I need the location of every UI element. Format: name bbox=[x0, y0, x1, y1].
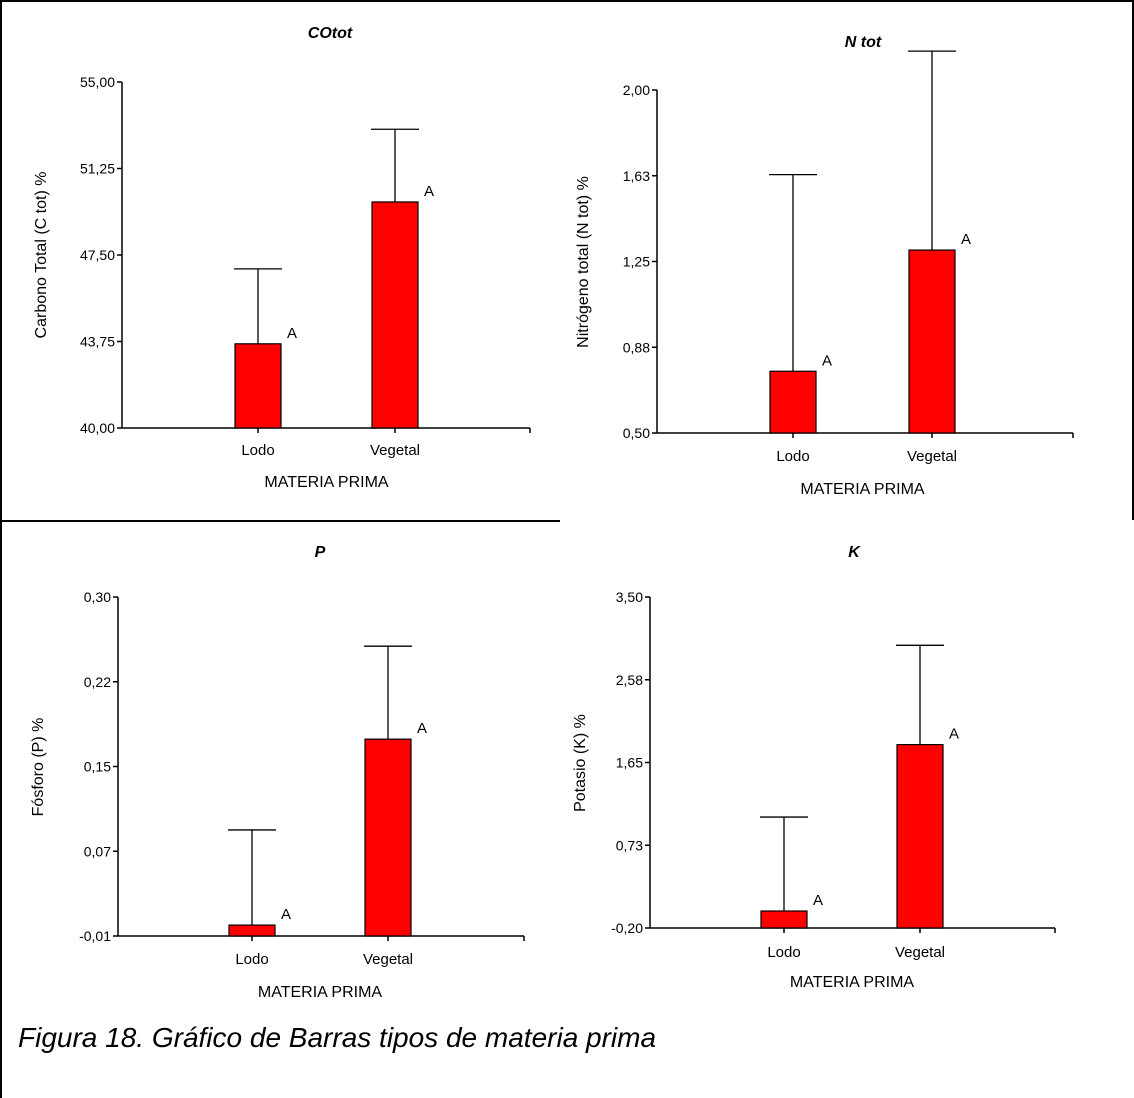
y-tick-label: 40,00 bbox=[80, 420, 115, 436]
x-axis-label: MATERIA PRIMA bbox=[790, 974, 914, 991]
y-tick-label: 2,00 bbox=[623, 82, 650, 98]
chart-n-tot: N tot 0,50 0,88 1,25 1,63 2,00 A Lodo A Vegetal MA… bbox=[575, 34, 1074, 498]
data-label: A bbox=[813, 892, 823, 909]
y-tick-label: 2,58 bbox=[616, 672, 643, 688]
chart-panel-n-tot: N tot 0,50 0,88 1,25 1,63 2,00 A Lodo A Vegetal MA… bbox=[560, 0, 1134, 520]
x-tick-label: Lodo bbox=[767, 944, 800, 961]
chart-p: P -0,01 0,07 0,15 0,22 0,30 A Lodo A Vegetal MATER… bbox=[30, 544, 525, 1001]
frame-right-border bbox=[1132, 0, 1134, 520]
data-label: A bbox=[961, 231, 971, 248]
chart-panel-k: K -0,20 0,73 1,65 2,58 3,50 A Lodo A Vegetal MATER… bbox=[560, 520, 1134, 1010]
y-tick-label: 47,50 bbox=[80, 247, 115, 263]
y-tick-label: 51,25 bbox=[80, 161, 115, 177]
x-tick-label: Lodo bbox=[235, 951, 268, 968]
x-tick-label: Vegetal bbox=[907, 448, 957, 465]
x-tick-label: Vegetal bbox=[895, 944, 945, 961]
frame-middle-divider bbox=[0, 520, 560, 522]
y-tick-label: 0,30 bbox=[84, 589, 111, 605]
y-tick-label: 0,15 bbox=[84, 759, 111, 775]
chart-title: N tot bbox=[845, 34, 882, 51]
y-tick-label: 0,88 bbox=[623, 339, 650, 355]
bar-lodo bbox=[228, 924, 276, 937]
y-axis-label: Fósforo (P) % bbox=[30, 718, 47, 817]
y-tick-label: -0,20 bbox=[611, 920, 643, 936]
chart-panel-p: P -0,01 0,07 0,15 0,22 0,30 A Lodo A Vegetal MATER… bbox=[0, 520, 560, 1010]
y-tick-label: 0,22 bbox=[84, 674, 111, 690]
y-axis-label: Carbono Total (C tot) % bbox=[33, 172, 50, 339]
data-label: A bbox=[424, 183, 434, 200]
x-axis-label: MATERIA PRIMA bbox=[800, 481, 924, 498]
x-tick-label: Vegetal bbox=[370, 442, 420, 459]
chart-panel-c-tot: COtot 40,00 43,75 47,50 51,25 55,00 A Lodo A Vege… bbox=[0, 0, 560, 520]
bar-vegetal bbox=[896, 744, 944, 929]
data-label: A bbox=[822, 352, 832, 369]
chart-k: K -0,20 0,73 1,65 2,58 3,50 A Lodo A Vegetal MATER… bbox=[572, 544, 1056, 991]
x-axis-label: MATERIA PRIMA bbox=[258, 984, 382, 1001]
x-tick-label: Vegetal bbox=[363, 951, 413, 968]
y-tick-label: 43,75 bbox=[80, 334, 115, 350]
data-label: A bbox=[417, 720, 427, 737]
x-axis-label: MATERIA PRIMA bbox=[264, 474, 388, 491]
bar-lodo bbox=[769, 370, 817, 434]
frame-top-border bbox=[0, 0, 1134, 2]
x-tick-label: Lodo bbox=[241, 442, 274, 459]
chart-title: COtot bbox=[308, 25, 353, 42]
bar-lodo bbox=[234, 343, 282, 429]
data-label: A bbox=[949, 726, 959, 743]
chart-title: K bbox=[848, 544, 861, 561]
y-tick-label: 0,50 bbox=[623, 425, 650, 441]
y-axis-label: Nitrógeno total (N tot) % bbox=[575, 176, 592, 348]
frame-left-border bbox=[0, 0, 2, 1098]
data-label: A bbox=[281, 906, 291, 923]
y-tick-label: 0,73 bbox=[616, 837, 643, 853]
y-tick-label: 55,00 bbox=[80, 74, 115, 90]
bar-vegetal bbox=[371, 201, 419, 429]
y-tick-label: 0,07 bbox=[84, 843, 111, 859]
bar-vegetal bbox=[364, 738, 412, 937]
chart-title: P bbox=[315, 544, 326, 561]
chart-c-tot: COtot 40,00 43,75 47,50 51,25 55,00 A Lodo A Vege… bbox=[33, 25, 531, 491]
bar-lodo bbox=[760, 910, 808, 929]
y-tick-label: 3,50 bbox=[616, 589, 643, 605]
y-axis-label: Potasio (K) % bbox=[572, 714, 589, 812]
figure-caption: Figura 18. Gráfico de Barras tipos de ma… bbox=[18, 1022, 657, 1053]
y-tick-label: 1,25 bbox=[623, 254, 650, 270]
y-tick-label: 1,63 bbox=[623, 168, 650, 184]
bar-vegetal bbox=[908, 249, 956, 434]
x-tick-label: Lodo bbox=[776, 448, 809, 465]
y-tick-label: 1,65 bbox=[616, 755, 643, 771]
data-label: A bbox=[287, 325, 297, 342]
y-tick-label: -0,01 bbox=[79, 928, 111, 944]
